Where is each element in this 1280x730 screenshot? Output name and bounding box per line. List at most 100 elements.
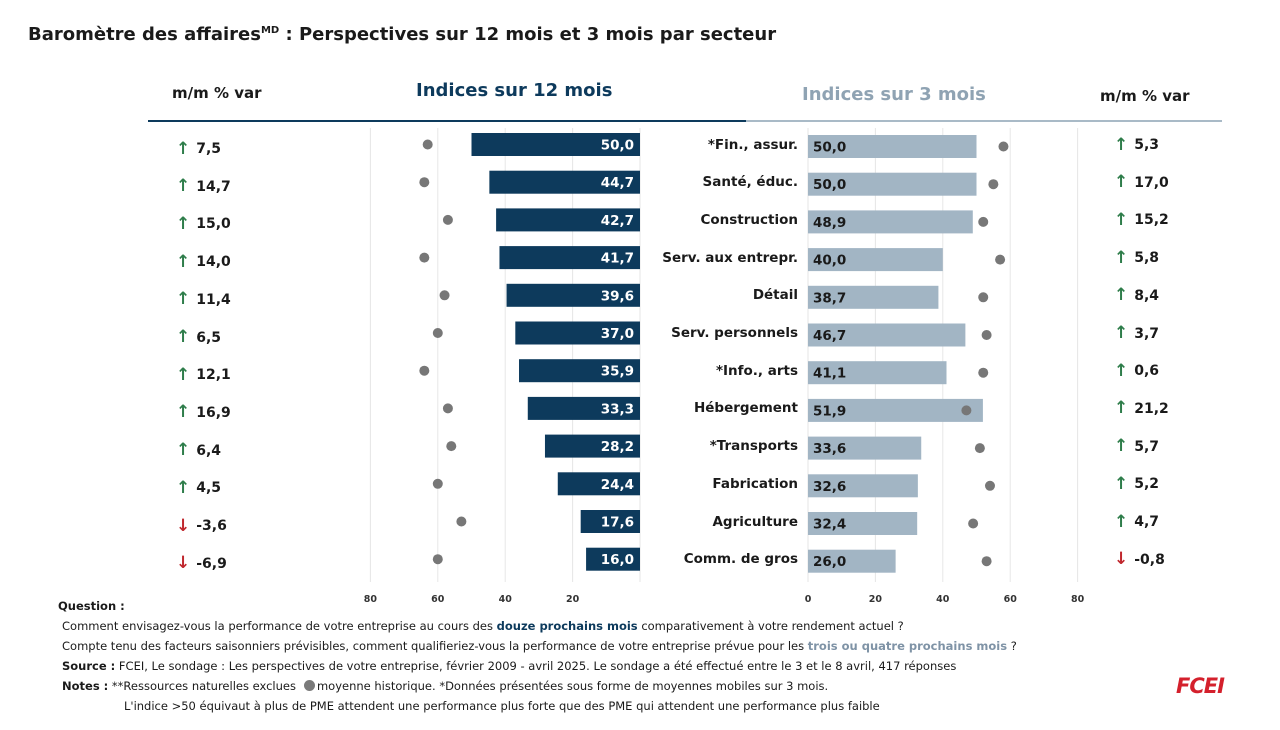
arrow-up-icon: ↑ [1114, 436, 1129, 457]
historical-dot-3-month [995, 254, 1006, 265]
bar-12-month [496, 208, 640, 232]
historical-dot-12-month [439, 290, 450, 301]
mm-var-value: 11,4 [196, 291, 231, 308]
bar-label-12-month: 33,3 [601, 401, 634, 417]
historical-dot-12-month [446, 441, 457, 452]
mm-var-value: 12,1 [196, 367, 231, 384]
arrow-up-icon: ↑ [176, 364, 191, 385]
sector-label: Agriculture [712, 513, 798, 530]
arrow-up-icon: ↑ [176, 176, 191, 197]
arrow-up-icon: ↑ [1114, 247, 1129, 268]
bar-label-3-month: 48,9 [813, 215, 846, 231]
question-2-end: ? [1007, 639, 1017, 653]
mm-var-right: ↓ -0,8 [1114, 551, 1165, 568]
arrow-up-icon: ↑ [176, 402, 191, 423]
mm-var-value: -6,9 [196, 555, 227, 572]
arrow-up-icon: ↑ [1114, 398, 1129, 419]
sector-label: Détail [752, 287, 798, 304]
sector-label: *Transports [709, 438, 798, 455]
arrow-up-icon: ↑ [176, 327, 191, 347]
bar-label-12-month: 44,7 [601, 175, 634, 191]
mm-var-left: ↑ 12,1 [176, 364, 231, 385]
sector-label: Serv. aux entrepr. [662, 249, 798, 266]
historical-dot-3-month [961, 405, 972, 416]
mm-var-left: ↓ -3,6 [176, 515, 227, 536]
bar-label-12-month: 24,4 [601, 477, 634, 493]
mm-var-right: ↑ 5,3 [1114, 134, 1160, 155]
mm-var-right: ↑ 15,2 [1114, 209, 1169, 230]
bar-12-month [586, 547, 640, 571]
arrow-down-icon: ↓ [176, 515, 191, 536]
bar-label-12-month: 42,7 [601, 213, 634, 229]
bar-label-12-month: 35,9 [601, 364, 634, 380]
header-rule-left [148, 120, 746, 122]
bar-3-month [808, 172, 977, 196]
bar-12-month [527, 396, 640, 420]
footer-notes: Question : Comment envisagez-vous la per… [58, 596, 1017, 716]
x-tick-label-left: 40 [499, 594, 513, 605]
historical-dot-12-month [432, 328, 443, 338]
mm-var-value: -0,8 [1134, 551, 1165, 568]
mm-var-value: 14,7 [196, 178, 231, 195]
mm-var-left: ↓ -6,9 [176, 555, 227, 572]
historical-dot-3-month [988, 179, 999, 190]
bar-12-month [544, 434, 640, 458]
mm-var-value: 5,3 [1134, 137, 1160, 153]
bar-12-month [489, 170, 640, 194]
mm-var-right: ↑ 5,8 [1114, 247, 1159, 268]
chart-canvas: 80 60 40 20 0 20 40 60 80 50,0 50,0 44,7 50,0 42,7 48,… [364, 128, 1085, 605]
bar-3-month [808, 436, 922, 460]
bar-label-3-month: 33,6 [813, 441, 846, 457]
bar-3-month [808, 549, 896, 573]
bar-12-month [580, 510, 640, 533]
sector-label: *Info., arts [715, 362, 798, 379]
historical-dot-12-month [432, 554, 443, 565]
question-2-text: Compte tenu des facteurs saisonniers pré… [62, 639, 808, 653]
mm-var-value: 5,7 [1134, 438, 1160, 455]
x-tick-label-left: 80 [364, 594, 378, 605]
mm-var-value: 3,7 [1134, 325, 1160, 342]
notes-text-c: L'indice >50 équivaut à plus de PME atte… [124, 699, 880, 713]
arrow-up-icon: ↑ [1114, 172, 1129, 193]
bar-12-month [471, 133, 640, 156]
mm-var-value: 15,0 [196, 216, 231, 233]
bar-label-3-month: 38,7 [813, 290, 846, 306]
mm-var-right: ↑ 5,2 [1114, 475, 1159, 493]
mm-var-right: ↑ 3,7 [1114, 325, 1159, 342]
mm-var-left: ↑ 6,4 [176, 442, 221, 459]
question-1-text: Comment envisagez-vous la performance de… [62, 619, 497, 633]
historical-dot-3-month [978, 292, 989, 303]
mm-var-right: ↑ 17,0 [1114, 174, 1169, 191]
arrow-up-icon: ↑ [1114, 285, 1129, 306]
arrow-up-icon: ↑ [1114, 323, 1129, 343]
historical-dot-12-month [419, 365, 430, 376]
source-label: Source : [62, 659, 116, 673]
arrow-up-icon: ↑ [1114, 134, 1129, 155]
mm-var-left: ↑ 14,7 [176, 178, 231, 195]
x-tick-label-right: 60 [1004, 594, 1018, 605]
bar-label-3-month: 50,0 [813, 177, 846, 193]
arrow-up-icon: ↑ [176, 251, 191, 272]
bar-3-month [808, 398, 983, 422]
historical-dot-12-month [419, 177, 430, 188]
mm-var-right: ↑ 4,7 [1114, 513, 1159, 531]
arrow-up-icon: ↑ [176, 213, 191, 234]
sector-label: Santé, éduc. [702, 174, 798, 191]
bar-label-3-month: 32,6 [813, 479, 846, 495]
bar-3-month [808, 248, 943, 272]
mm-var-value: 7,5 [196, 141, 222, 157]
historical-dot-3-month [984, 480, 995, 491]
bar-3-month [808, 285, 939, 309]
mm-var-left: ↑ 7,5 [176, 140, 222, 158]
historical-dot-3-month [981, 330, 992, 340]
mm-var-value: 6,4 [196, 442, 222, 459]
header-mm-var-right: m/m % var [1100, 87, 1190, 105]
sector-label: Serv. personnels [671, 325, 798, 341]
mm-var-right: ↑ 5,7 [1114, 438, 1159, 455]
bar-label-12-month: 37,0 [601, 326, 634, 342]
x-tick-label-right: 20 [869, 594, 883, 605]
mm-var-value: 4,5 [196, 480, 222, 497]
question-2-highlight: trois ou quatre prochains mois [807, 639, 1008, 653]
arrow-up-icon: ↑ [1114, 209, 1129, 230]
historical-dot-3-month [974, 443, 985, 454]
